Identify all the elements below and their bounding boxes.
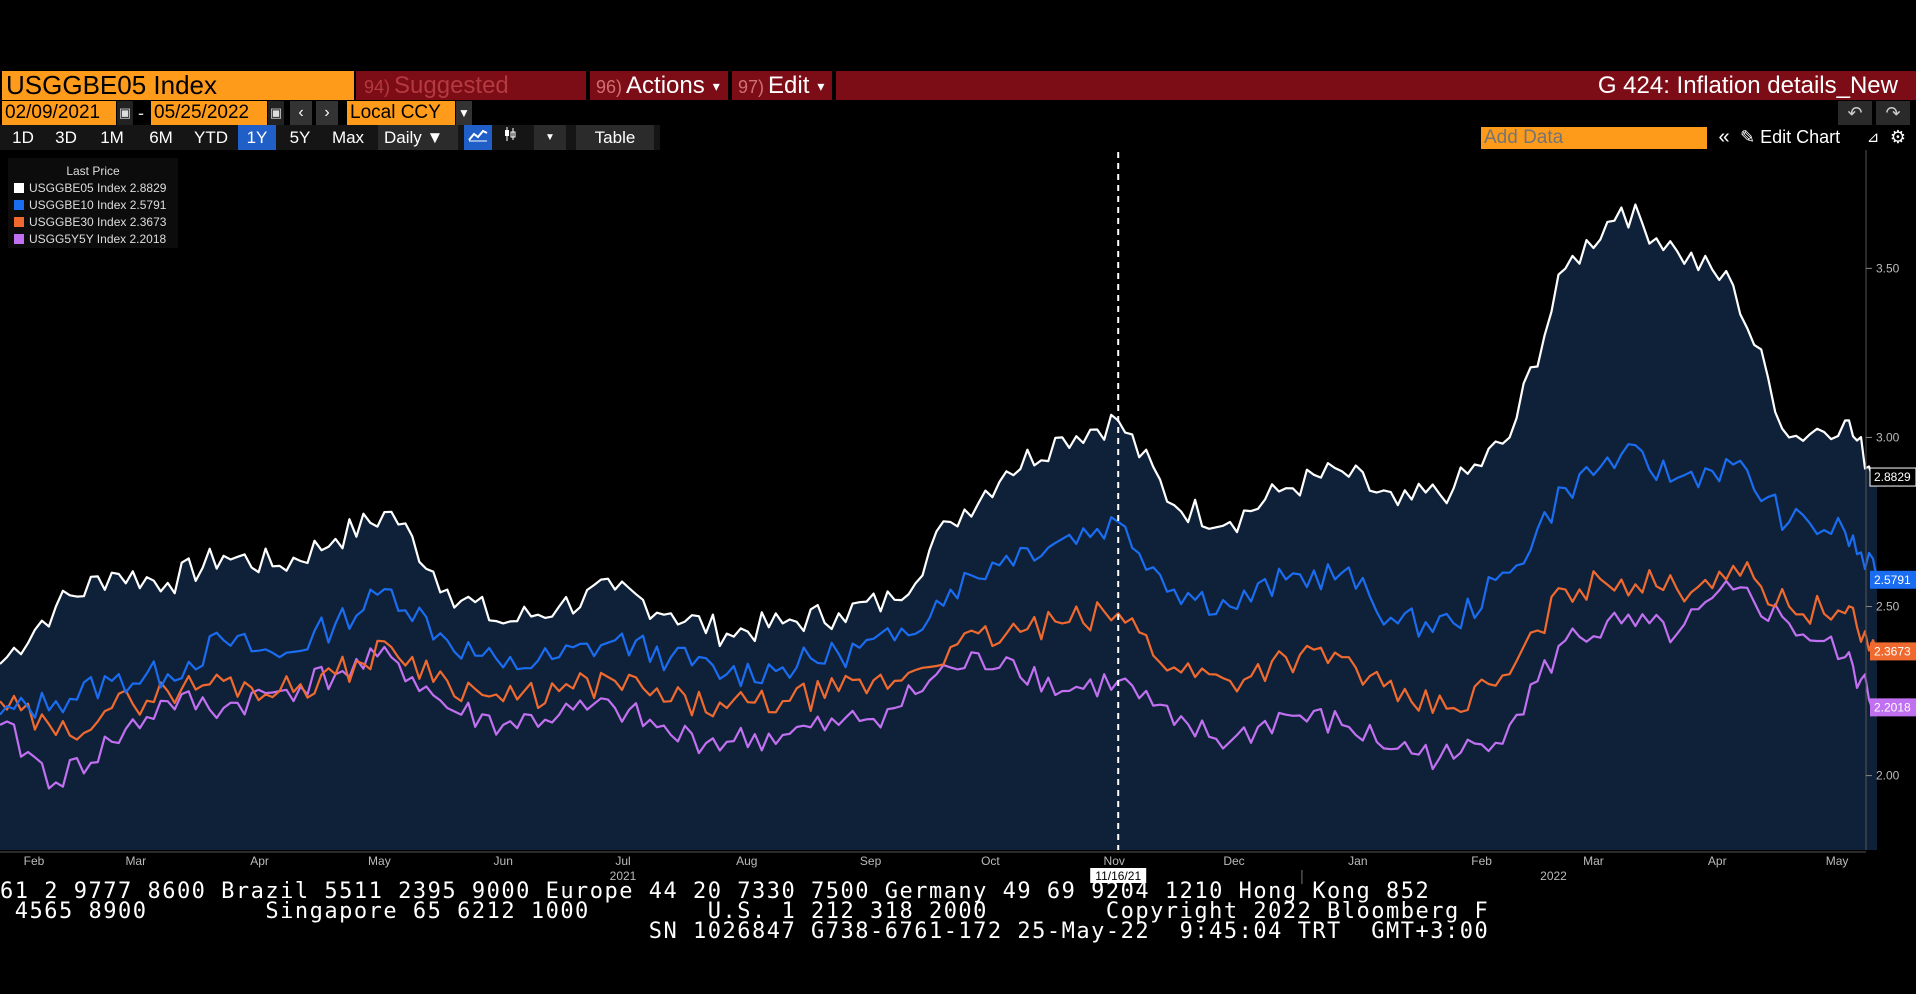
series-line-usggbe30 [0, 561, 1879, 741]
x-tick-label: May [368, 854, 391, 868]
start-date-field[interactable]: 02/09/2021 [2, 101, 116, 125]
undo-icon[interactable]: ↶ [1838, 101, 1872, 125]
year-label: 2022 [1540, 869, 1567, 883]
chevron-down-icon: ▾ [712, 78, 720, 95]
legend-swatch [14, 200, 24, 210]
x-tick-label: Aug [736, 854, 757, 868]
prev-period-button[interactable]: ‹ [290, 101, 312, 125]
legend-item: USGG5Y5Y Index 2.2018 [8, 232, 178, 246]
x-tick-label: Sep [860, 854, 882, 868]
redo-icon[interactable]: ↷ [1876, 101, 1910, 125]
last-value-label: 2.8829 [1874, 470, 1911, 484]
edit-label: Edit [768, 72, 810, 99]
actions-button[interactable]: 96) Actions ▾ [590, 71, 728, 100]
range-button-6m[interactable]: 6M [149, 128, 173, 147]
ticker-tape-line-2: 4565 8900 Singapore 65 6212 1000 U.S. 1 … [0, 899, 1490, 924]
suggested-charts-button[interactable]: 94)Suggested Charts [356, 71, 586, 130]
frequency-dropdown[interactable]: Daily ▼ [378, 125, 458, 150]
legend-label: USGGBE05 Index 2.8829 [29, 181, 167, 195]
range-button-ytd[interactable]: YTD [194, 128, 228, 147]
area-fill [0, 204, 1877, 850]
next-period-button[interactable]: › [316, 101, 338, 125]
last-value-badge [1870, 698, 1916, 717]
y-tick-label: 3.50 [1876, 261, 1900, 275]
x-tick-label: Mar [1583, 854, 1604, 868]
last-value-badge [1870, 642, 1916, 661]
edit-chart-button[interactable]: ✎ Edit Chart [1740, 125, 1860, 150]
line-chart-icon[interactable] [464, 125, 492, 150]
ticker-field[interactable]: USGGBE05 Index [2, 71, 354, 100]
range-button-1d[interactable]: 1D [12, 128, 34, 147]
x-tick-label: Apr [1708, 854, 1727, 868]
year-label: 2021 [610, 869, 637, 883]
x-tick-label: Jun [494, 854, 513, 868]
chevron-down-icon: ▾ [817, 78, 825, 95]
actions-label: Actions [626, 72, 705, 99]
x-tick-label: Feb [24, 854, 45, 868]
end-date-field[interactable]: 05/25/2022 [151, 101, 267, 125]
pencil-icon: ✎ [1740, 127, 1756, 147]
ticker-tape-line-1: 61 2 9777 8600 Brazil 5511 2395 9000 Eur… [0, 879, 1431, 904]
chart-area: 2.00 2.50 3.00 3.50 2.8829 2.5791 2.3673 2.2018… [0, 150, 1916, 884]
last-value-label: 2.5791 [1874, 573, 1911, 587]
legend-label: USGGBE30 Index 2.3673 [29, 215, 167, 229]
legend-item: USGGBE10 Index 2.5791 [8, 198, 178, 212]
calendar-icon[interactable]: ▣ [117, 101, 133, 125]
x-tick-label: Apr [250, 854, 269, 868]
suggest-num: 94) [364, 77, 391, 97]
x-tick-label: Mar [125, 854, 146, 868]
series-line-usggbe05 [0, 203, 1878, 665]
x-tick-label: Nov [1104, 854, 1125, 868]
legend-label: USGGBE10 Index 2.5791 [29, 198, 167, 212]
series-line-usggbe10 [0, 443, 1879, 719]
last-value-badge [1869, 467, 1916, 487]
x-tick-label: Oct [981, 854, 1000, 868]
collapse-icon[interactable]: « [1718, 126, 1730, 148]
chevron-down-icon[interactable]: ▼ [456, 101, 472, 125]
candlestick-icon[interactable] [496, 125, 524, 150]
range-button-max[interactable]: Max [331, 128, 365, 147]
last-value-badge [1870, 570, 1916, 589]
legend-swatch [14, 234, 24, 244]
last-value-label: 2.2018 [1874, 700, 1911, 714]
range-button-5y[interactable]: 5Y [289, 128, 311, 147]
x-tick-label: Feb [1471, 854, 1492, 868]
last-value-label: 2.3673 [1874, 644, 1911, 658]
ticker-tape-line-3: SN 1026847 G738-6761-172 25-May-22 9:45:… [0, 919, 1490, 944]
crosshair-date-label: 11/16/21 [1095, 869, 1141, 883]
edit-num: 97) [738, 77, 765, 97]
range-button-1y[interactable]: 1Y [238, 125, 276, 150]
legend: Last Price USGGBE05 Index 2.8829 USGGBE1… [8, 158, 178, 248]
x-tick-label: Jan [1348, 854, 1367, 868]
table-button[interactable]: Table [576, 125, 654, 150]
legend-item: USGGBE05 Index 2.8829 [8, 181, 178, 195]
chevron-down-icon[interactable]: ▼ [534, 125, 566, 150]
range-button-1m[interactable]: 1M [100, 128, 124, 147]
legend-swatch [14, 183, 24, 193]
chart-title: G 424: Inflation details_New [836, 71, 1916, 100]
add-data-input[interactable] [1481, 127, 1707, 149]
y-tick-label: 3.00 [1876, 430, 1900, 444]
chart-settings-icon[interactable]: ⊿ [1866, 129, 1880, 146]
legend-item: USGGBE30 Index 2.3673 [8, 215, 178, 229]
actions-num: 96) [596, 77, 623, 97]
edit-button[interactable]: 97) Edit ▾ [732, 71, 832, 100]
series-line-usgg5y5y [0, 579, 1878, 790]
legend-swatch [14, 217, 24, 227]
legend-label: USGG5Y5Y Index 2.2018 [29, 232, 167, 246]
gear-icon[interactable]: ⚙ [1889, 127, 1907, 147]
date-separator: - [138, 103, 144, 123]
crosshair-date-badge [1090, 868, 1147, 883]
y-tick-label: 2.00 [1876, 769, 1900, 783]
legend-title: Last Price [66, 164, 120, 178]
edit-chart-label: Edit Chart [1760, 127, 1841, 147]
x-tick-label: May [1826, 854, 1849, 868]
x-tick-label: Jul [615, 854, 630, 868]
calendar-icon[interactable]: ▣ [268, 101, 284, 125]
x-tick-label: Dec [1223, 854, 1244, 868]
range-button-3d[interactable]: 3D [55, 128, 77, 147]
y-tick-label: 2.50 [1876, 600, 1900, 614]
currency-field[interactable]: Local CCY [347, 101, 455, 125]
